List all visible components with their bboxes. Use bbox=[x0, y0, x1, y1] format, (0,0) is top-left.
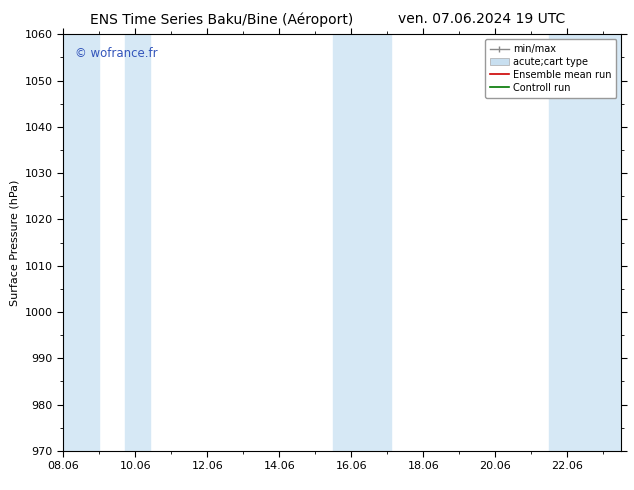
Bar bbox=[125, 34, 150, 451]
Legend: min/max, acute;cart type, Ensemble mean run, Controll run: min/max, acute;cart type, Ensemble mean … bbox=[485, 39, 616, 98]
Text: ven. 07.06.2024 19 UTC: ven. 07.06.2024 19 UTC bbox=[398, 12, 566, 26]
Text: © wofrance.fr: © wofrance.fr bbox=[75, 47, 157, 60]
Bar bbox=[571, 34, 621, 451]
Bar bbox=[355, 34, 391, 451]
Y-axis label: Surface Pressure (hPa): Surface Pressure (hPa) bbox=[10, 179, 19, 306]
Bar bbox=[333, 34, 355, 451]
Text: ENS Time Series Baku/Bine (Aéroport): ENS Time Series Baku/Bine (Aéroport) bbox=[90, 12, 354, 27]
Bar bbox=[549, 34, 571, 451]
Bar bbox=[63, 34, 100, 451]
